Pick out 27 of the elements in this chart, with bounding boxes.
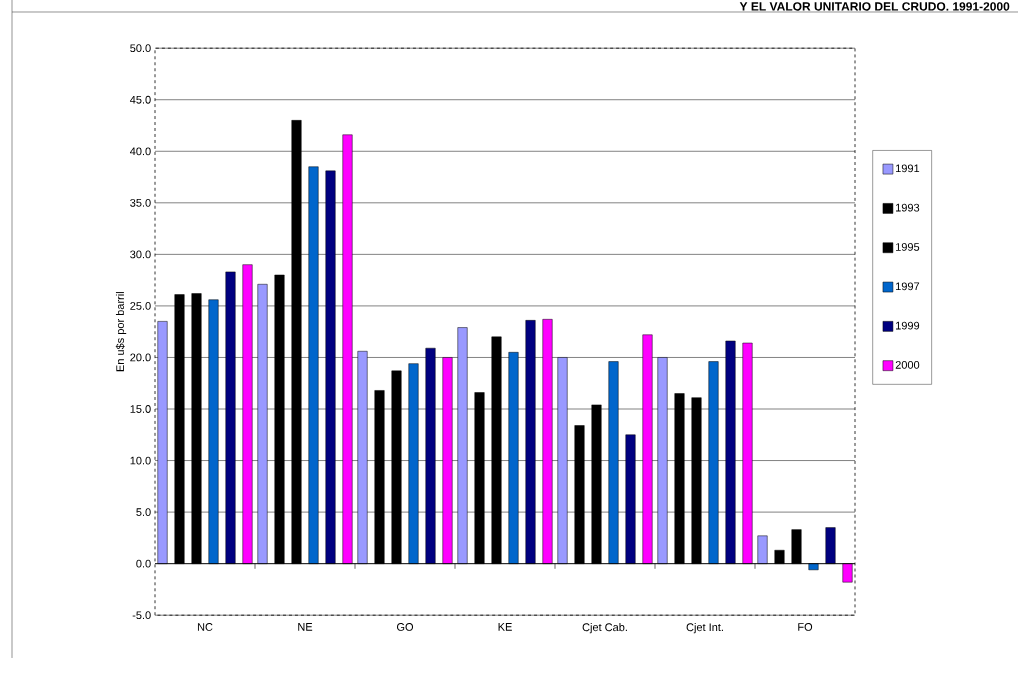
- y-tick-label: 25.0: [130, 302, 151, 310]
- y-tick-label: 50.0: [130, 44, 151, 53]
- legend-label: 1991: [896, 164, 920, 173]
- legend-label: 1993: [896, 203, 920, 212]
- y-tick-label: 15.0: [130, 405, 151, 413]
- legend-label: 1997: [896, 282, 920, 291]
- y-tick-label: 10.0: [130, 456, 151, 465]
- y-tick-label: 45.0: [129, 95, 151, 104]
- y-tick-label: 35.0: [130, 198, 151, 207]
- y-tick-label: 40.0: [129, 147, 151, 156]
- legend-label: 1999: [896, 321, 920, 330]
- y-tick-label: 30.0: [130, 250, 151, 259]
- chart-title: Y EL VALOR UNITARIO DEL CRUDO. 1991-2000: [739, 2, 1010, 11]
- y-axis-title: En u$s por barril: [115, 292, 127, 372]
- x-tick-label: FO: [798, 623, 813, 631]
- legend-label: 2000: [895, 361, 920, 369]
- x-tick-label: Cjet Int.: [686, 623, 723, 634]
- y-tick-label: -5.0: [132, 611, 151, 620]
- x-tick-label: GO: [397, 623, 414, 631]
- x-tick-label: NE: [298, 623, 313, 631]
- legend-label: 1995: [896, 243, 920, 251]
- x-tick-label: Cjet Cab.: [582, 623, 627, 634]
- x-tick-label: NC: [197, 623, 213, 631]
- y-tick-label: 0.0: [136, 559, 151, 568]
- y-tick-label: 20.0: [130, 353, 151, 362]
- x-tick-label: KE: [498, 623, 512, 631]
- y-tick-label: 5.0: [136, 508, 151, 516]
